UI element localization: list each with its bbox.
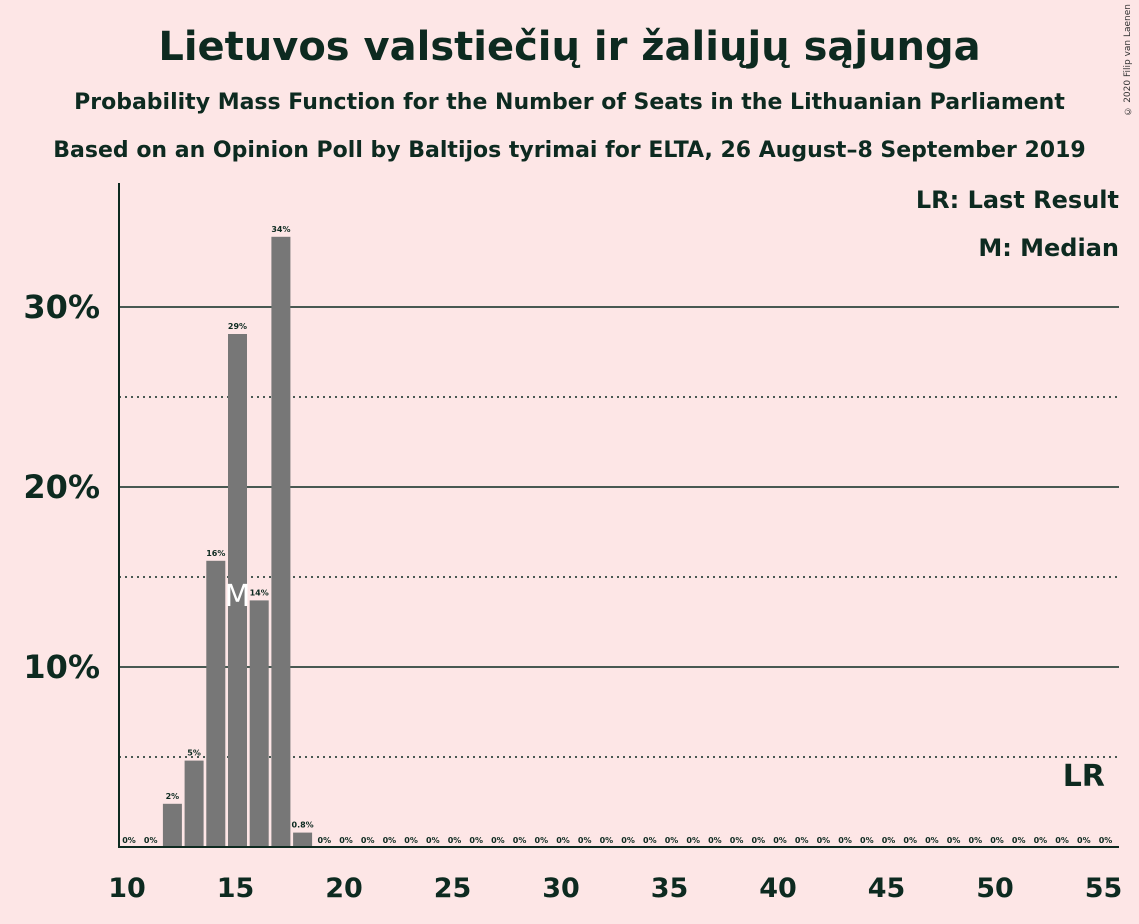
data-label: 0% [969, 836, 983, 845]
bar [271, 236, 291, 848]
x-tick-label: 20 [325, 873, 363, 904]
data-label: 0% [686, 836, 700, 845]
data-label: 0% [817, 836, 831, 845]
bar [184, 760, 204, 847]
data-label: 0% [643, 836, 657, 845]
data-label: 0% [665, 836, 679, 845]
last-result-marker: LR [1063, 759, 1105, 794]
data-label: 0% [752, 836, 766, 845]
data-label: 0% [1077, 836, 1091, 845]
x-tick-label: 30 [542, 873, 580, 904]
x-tick-label: 40 [759, 873, 797, 904]
data-label: 0% [535, 836, 549, 845]
x-tick-label: 50 [976, 873, 1014, 904]
data-label: 0% [556, 836, 570, 845]
data-label: 0% [361, 836, 375, 845]
data-label: 0% [144, 836, 158, 845]
data-label: 0% [795, 836, 809, 845]
data-label: 0% [318, 836, 332, 845]
data-label: 0% [1099, 836, 1113, 845]
y-tick-label: 10% [23, 648, 100, 686]
data-label: 0% [513, 836, 527, 845]
median-marker: M [225, 579, 251, 614]
data-label: 0% [600, 836, 614, 845]
data-label: 0% [708, 836, 722, 845]
data-label: 34% [271, 225, 290, 234]
bar [249, 600, 269, 847]
data-label: 0% [925, 836, 939, 845]
data-label: 0% [448, 836, 462, 845]
data-label: 14% [250, 588, 269, 597]
data-label: 16% [206, 549, 225, 558]
x-tick-label: 15 [217, 873, 255, 904]
x-tick-label: 35 [651, 873, 689, 904]
data-label: 0% [426, 836, 440, 845]
data-label: 0% [860, 836, 874, 845]
bar [228, 334, 247, 847]
data-label: 0% [1012, 836, 1026, 845]
y-tick-label: 20% [23, 468, 100, 506]
data-label: 0% [882, 836, 896, 845]
data-label: 0% [1034, 836, 1048, 845]
chart-subtitle: Probability Mass Function for the Number… [74, 90, 1065, 115]
bar [162, 803, 182, 847]
x-tick-label: 25 [434, 873, 472, 904]
x-tick-label: 45 [868, 873, 906, 904]
data-label: 0% [339, 836, 353, 845]
data-label: 29% [228, 322, 247, 331]
y-tick-label: 30% [23, 288, 100, 326]
bar [293, 832, 313, 847]
data-label: 0% [578, 836, 592, 845]
data-label: 0% [947, 836, 961, 845]
data-label: 0% [903, 836, 917, 845]
bar [206, 560, 226, 847]
data-label: 0% [621, 836, 635, 845]
legend-median: M: Median [978, 234, 1119, 262]
data-label: 0% [730, 836, 744, 845]
data-label: 0% [383, 836, 397, 845]
data-label: 0% [1055, 836, 1069, 845]
data-label: 0% [469, 836, 483, 845]
chart-subtitle-source: Based on an Opinion Poll by Baltijos tyr… [53, 138, 1086, 163]
data-label: 2% [166, 792, 180, 801]
legend-last-result: LR: Last Result [915, 186, 1119, 214]
data-label: 0% [838, 836, 852, 845]
data-label: 5% [187, 749, 201, 758]
data-label: 0% [773, 836, 787, 845]
data-label: 0.8% [292, 821, 314, 830]
data-label: 0% [491, 836, 505, 845]
x-tick-label: 55 [1085, 873, 1123, 904]
chart-title: Lietuvos valstiečių ir žaliųjų sąjunga [158, 24, 981, 70]
x-tick-label: 10 [108, 873, 146, 904]
data-label: 0% [122, 836, 136, 845]
data-label: 0% [404, 836, 418, 845]
data-label: 0% [990, 836, 1004, 845]
